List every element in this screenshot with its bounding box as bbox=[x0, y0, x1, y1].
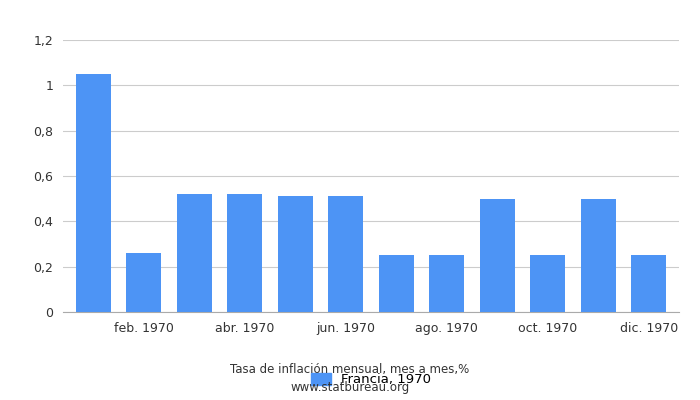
Bar bbox=[631, 255, 666, 312]
Bar bbox=[530, 255, 566, 312]
Bar bbox=[480, 199, 515, 312]
Bar bbox=[328, 196, 363, 312]
Text: www.statbureau.org: www.statbureau.org bbox=[290, 382, 410, 394]
Bar bbox=[176, 194, 212, 312]
Bar bbox=[76, 74, 111, 312]
Bar bbox=[429, 255, 464, 312]
Bar bbox=[580, 199, 616, 312]
Bar bbox=[278, 196, 313, 312]
Text: Tasa de inflación mensual, mes a mes,%: Tasa de inflación mensual, mes a mes,% bbox=[230, 364, 470, 376]
Bar bbox=[379, 255, 414, 312]
Bar bbox=[126, 253, 162, 312]
Bar bbox=[227, 194, 262, 312]
Legend: Francia, 1970: Francia, 1970 bbox=[305, 368, 437, 392]
